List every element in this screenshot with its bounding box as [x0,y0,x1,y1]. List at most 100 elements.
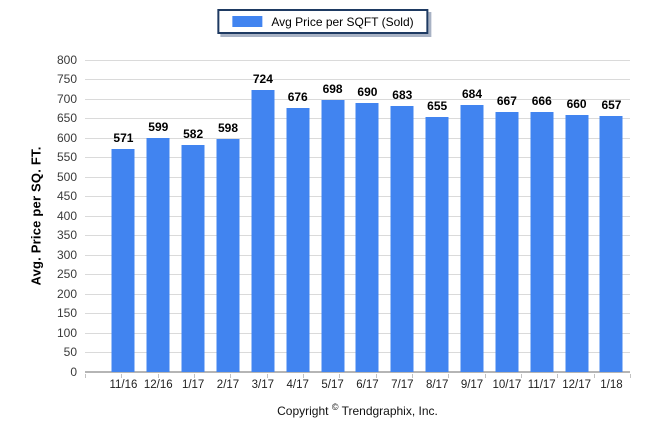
y-tick-label: 500 [56,170,77,184]
bar-value-label: 690 [357,85,378,99]
bar-slot: 666 11/17 [524,60,559,391]
y-tick-label: 600 [56,131,77,145]
x-tick-label: 11/16 [109,379,138,391]
bar-value-label: 582 [183,127,204,141]
legend[interactable]: Avg Price per SQFT (Sold) [217,9,429,34]
bar-slot: 667 10/17 [489,60,524,391]
bar-value-label: 666 [531,94,552,108]
x-tick-label: 4/17 [286,379,309,391]
bar-value-label: 684 [462,87,483,101]
x-tick-label: 5/17 [321,379,344,391]
bar [495,112,519,372]
x-axis-tick [157,374,159,378]
x-tick-label: 10/17 [492,379,522,391]
x-axis-tick [303,374,304,378]
bar [565,115,589,372]
x-axis-tick [521,374,522,378]
y-tick-label: 250 [56,267,77,281]
legend-swatch-icon [232,16,263,27]
y-tick-label: 750 [56,72,77,86]
bar [530,112,554,372]
x-tick-label: 11/17 [527,379,556,391]
x-tick-label: 6/17 [356,379,379,391]
x-axis-tick [412,374,413,378]
bar-value-label: 676 [287,90,308,104]
x-axis-tick [194,374,195,378]
bar [390,106,414,372]
bar-slot: 657 1/18 [594,60,629,391]
x-tick-label: 1/17 [181,379,205,391]
bar-value-label: 660 [566,97,587,111]
bar-value-label: 724 [252,72,273,86]
x-axis-tick [339,374,341,378]
bar-slot: 599 12/16 [141,60,176,391]
x-tick-label: 2/17 [216,379,240,391]
x-axis-tick [230,374,232,378]
y-tick-label: 400 [56,209,77,223]
y-tick-label: 800 [56,53,77,67]
gridline [85,60,630,61]
y-tick-label: 300 [56,248,77,262]
bar [111,149,135,372]
bar-value-label: 698 [322,82,343,96]
x-tick-label: 12/17 [562,379,591,391]
bar-value-label: 599 [148,120,169,134]
x-tick-label: 12/16 [143,379,173,391]
x-axis-tick [593,374,595,378]
x-axis-tick [85,374,86,378]
copyright-suffix: Trendgraphix, Inc. [338,404,438,418]
x-tick-label: 3/17 [251,379,275,391]
bar-slot: 655 8/17 [420,60,455,391]
y-tick-label: 200 [56,287,77,301]
bar-slot: 598 2/17 [211,60,246,391]
bars-layer: 571 11/16 599 12/16 582 1/17 598 2/17 724 3/17 676… [106,60,629,391]
copyright-text: Copyright © Trendgraphix, Inc. [85,402,630,418]
x-tick-label: 7/17 [391,379,414,391]
x-axis-tick [630,374,631,378]
x-tick-label: 9/17 [460,379,484,391]
x-axis-tick [448,374,450,378]
bar [460,105,484,372]
y-tick-label: 150 [56,306,77,320]
bar [599,116,623,372]
bar [425,117,449,372]
bar-value-label: 598 [217,121,239,135]
bar-slot: 676 4/17 [280,60,315,391]
y-tick-label: 350 [56,228,77,242]
bar-value-label: 667 [496,94,517,108]
legend-label: Avg Price per SQFT (Sold) [271,14,414,29]
bar [355,103,379,372]
y-tick-label: 650 [56,111,77,125]
bar-slot: 684 9/17 [455,60,490,391]
bar-slot: 582 1/17 [176,60,211,391]
bar-value-label: 655 [427,99,448,113]
y-tick-label: 50 [63,345,77,359]
bar-value-label: 683 [392,88,413,102]
y-tick-label: 550 [56,150,77,164]
x-axis-tick [121,374,123,378]
y-axis-title: Avg. Price per SQ. FT. [28,146,44,286]
y-tick-label: 450 [56,189,77,203]
bar [181,145,205,372]
bar-slot: 571 11/16 [106,60,141,391]
bar [251,90,275,372]
bar [146,138,170,372]
bar-slot: 690 6/17 [350,60,385,391]
gridline [85,79,630,80]
bar-slot: 683 7/17 [385,60,420,391]
x-tick-label: 8/17 [425,379,449,391]
x-tick-label: 1/18 [600,379,623,391]
x-axis-tick [557,374,559,378]
bar [216,139,240,372]
copyright-prefix: Copyright [277,404,332,418]
gridline [85,99,630,100]
plot-area: 0 50 100 150 200 250 300 350 400 450 500 550 600 650 7… [57,53,631,391]
y-tick-label: 700 [56,92,77,106]
y-tick-label: 100 [56,326,77,340]
bar [321,100,345,372]
bar-value-label: 571 [113,131,134,145]
x-axis-line [85,371,630,373]
x-axis-tick [266,374,268,378]
bar-slot: 698 5/17 [315,60,350,391]
